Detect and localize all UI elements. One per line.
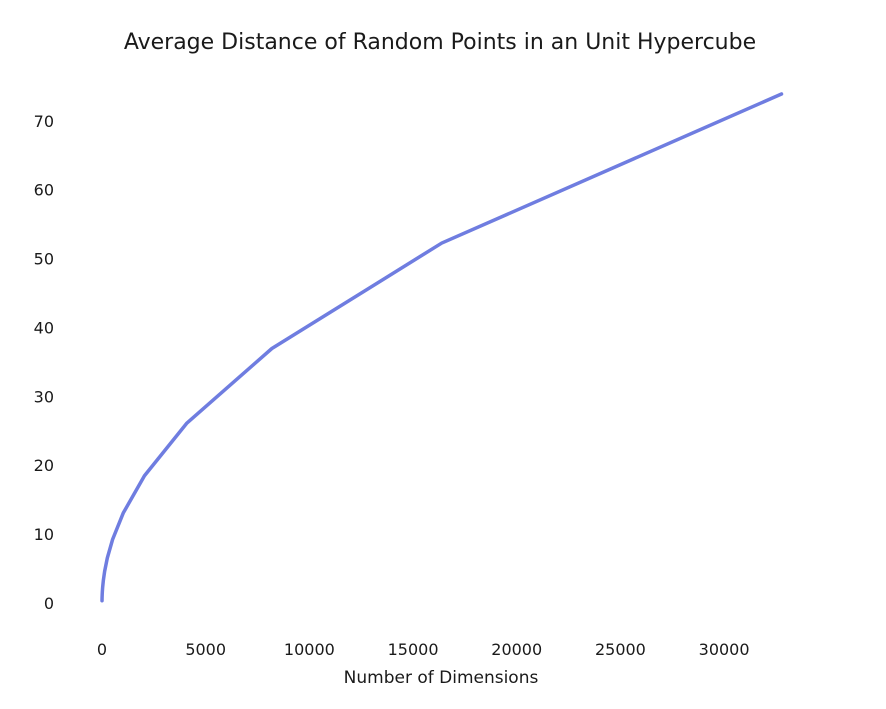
chart-title: Average Distance of Random Points in an …	[123, 30, 757, 55]
x-axis-label: Number of Dimensions	[344, 668, 539, 688]
x-tick-label: 10000	[284, 640, 335, 659]
x-tick-label: 25000	[595, 640, 646, 659]
x-tick-label: 0	[97, 640, 107, 659]
y-tick-label: 30	[34, 387, 54, 406]
x-axis-ticks: 0 5000 10000 15000 20000 25000 30000	[97, 640, 750, 659]
y-tick-label: 10	[34, 525, 54, 544]
y-axis-ticks: 0 10 20 30 40 50 60 70	[34, 112, 54, 613]
series-line	[100, 92, 784, 603]
y-tick-label: 20	[34, 456, 54, 475]
y-tick-label: 0	[44, 594, 54, 613]
series-lines	[100, 92, 784, 603]
y-tick-label: 40	[34, 318, 54, 337]
y-tick-label: 70	[34, 112, 54, 131]
y-tick-label: 60	[34, 181, 54, 200]
x-tick-label: 30000	[699, 640, 750, 659]
x-tick-label: 20000	[491, 640, 542, 659]
x-tick-label: 15000	[388, 640, 439, 659]
x-tick-label: 5000	[185, 640, 226, 659]
y-tick-label: 50	[34, 250, 54, 269]
